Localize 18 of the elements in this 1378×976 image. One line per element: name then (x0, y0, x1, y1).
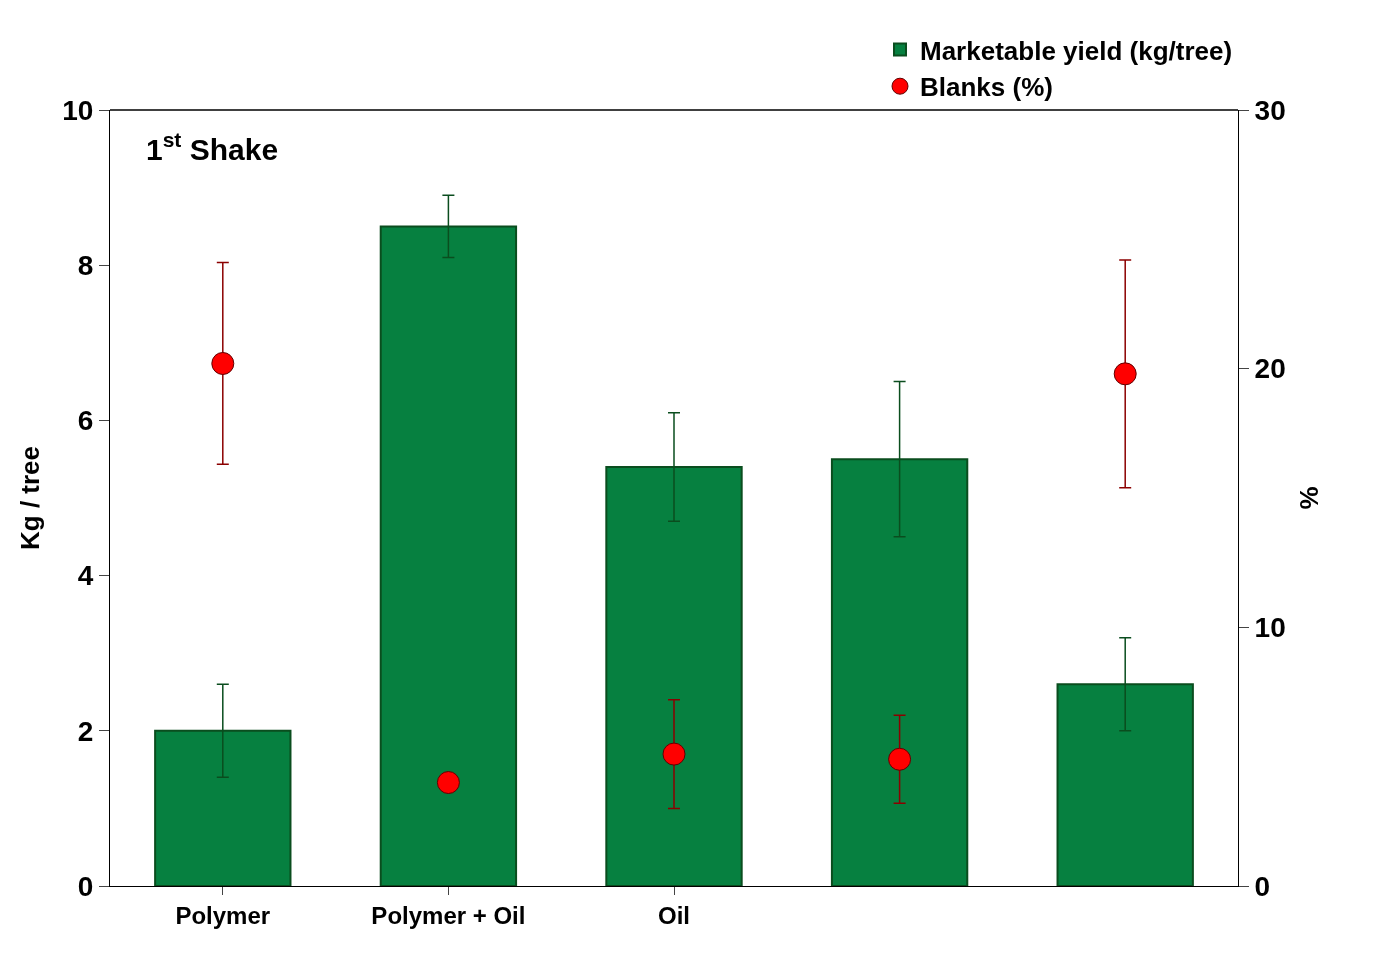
y2-tick-label: 30 (1254, 94, 1286, 126)
y-tick-label: 4 (77, 560, 94, 592)
y-tick-label: 2 (77, 715, 94, 747)
y2-tick-label: 0 (1254, 870, 1271, 902)
y-tick-label: 0 (77, 870, 94, 902)
y-tick-label: 6 (77, 405, 94, 437)
y2-axis-title: % (1294, 486, 1325, 510)
y-axis-title: Kg / tree (14, 445, 45, 551)
x-tick-label: Oil (657, 901, 691, 929)
annotation: 1$^{st}$ Shake (146, 128, 279, 166)
x-tick-label: Polymer (175, 901, 271, 929)
y2-tick-label: 10 (1254, 612, 1286, 644)
x-tick-label: Polymer + Oil (371, 901, 526, 929)
legend-label: Blanks (%) (920, 72, 1053, 103)
y2-tick-label: 20 (1254, 353, 1286, 385)
legend-label: Marketable yield (kg/tree) (920, 35, 1233, 66)
y-tick-label: 10 (62, 94, 94, 126)
y-tick-label: 8 (77, 250, 94, 281)
